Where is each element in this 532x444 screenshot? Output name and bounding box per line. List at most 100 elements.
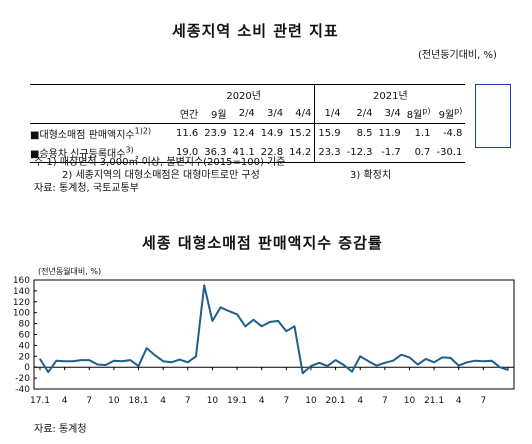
cell: 15.9 bbox=[314, 123, 344, 143]
y-tick-label: 160 bbox=[13, 276, 30, 286]
y-tick-label: 60 bbox=[19, 331, 31, 341]
x-tick-label: 18.1 bbox=[129, 396, 149, 406]
data-point bbox=[466, 361, 468, 364]
data-point bbox=[293, 325, 296, 328]
data-point bbox=[359, 355, 362, 358]
data-point bbox=[490, 359, 493, 362]
data-point bbox=[145, 347, 148, 349]
col-header: 2/4 bbox=[238, 108, 255, 119]
y-tick-label: 120 bbox=[13, 298, 30, 308]
series-line bbox=[39, 284, 509, 375]
cell: -1.7 bbox=[381, 147, 401, 158]
year-2020-header: 2020년 bbox=[226, 91, 261, 102]
data-point bbox=[384, 362, 386, 364]
chart-title: 세종 대형소매점 판매액지수 증감률 bbox=[142, 234, 383, 252]
data-point bbox=[498, 366, 501, 369]
data-point bbox=[178, 358, 181, 361]
data-point bbox=[113, 359, 115, 362]
col-header: 1/4 bbox=[314, 104, 344, 124]
data-point bbox=[474, 359, 476, 362]
row-label-cars: ■승용차 신규등록대수3) bbox=[30, 145, 134, 160]
x-tick-label: 10 bbox=[108, 396, 120, 406]
data-point bbox=[170, 361, 173, 364]
cell: 12.4 bbox=[232, 128, 255, 139]
col-header: 연간 bbox=[179, 110, 199, 121]
data-point bbox=[326, 365, 329, 367]
x-tick-label: 7 bbox=[382, 396, 388, 406]
cell: 36.3 bbox=[204, 147, 227, 158]
data-point bbox=[260, 325, 263, 328]
x-tick-label: 10 bbox=[207, 396, 219, 406]
x-tick-label: 10 bbox=[305, 396, 317, 406]
latest-column-highlight bbox=[475, 84, 511, 148]
col-header: 9월p) bbox=[438, 106, 463, 121]
table-source: 자료: 통계청, 국토교통부 bbox=[34, 183, 139, 194]
data-point bbox=[47, 371, 50, 373]
data-point bbox=[425, 358, 427, 360]
data-point bbox=[433, 361, 435, 364]
data-point bbox=[351, 370, 353, 373]
y-tick-label: 20 bbox=[19, 352, 31, 362]
data-point bbox=[244, 325, 247, 328]
data-point bbox=[162, 360, 164, 363]
table-title: 세종지역 소비 관련 지표 bbox=[172, 22, 339, 40]
data-point bbox=[342, 364, 345, 366]
table-unit: (전년동기대비, %) bbox=[418, 50, 497, 61]
data-point bbox=[195, 355, 197, 358]
col-header: 2/4 bbox=[356, 108, 373, 119]
data-point bbox=[318, 362, 320, 364]
cell: 11.6 bbox=[176, 128, 199, 139]
data-point bbox=[408, 356, 411, 359]
cell: 14.9 bbox=[260, 128, 284, 139]
data-point bbox=[88, 359, 91, 361]
table-note-3: 3) 확정치 bbox=[350, 170, 392, 181]
data-point bbox=[137, 365, 140, 367]
data-point bbox=[236, 313, 238, 316]
cell: 14.2 bbox=[289, 147, 312, 158]
x-tick-label: 4 bbox=[357, 396, 363, 406]
data-point bbox=[80, 359, 82, 361]
row-label-retail: ■대형소매점 판매액지수1)2) bbox=[30, 126, 152, 141]
x-tick-label: 4 bbox=[160, 396, 166, 406]
data-point bbox=[334, 359, 337, 361]
data-point bbox=[96, 363, 99, 366]
cell: -12.3 bbox=[346, 147, 373, 158]
y-tick-label: -20 bbox=[15, 374, 30, 384]
y-tick-label: 0 bbox=[24, 363, 30, 373]
x-tick-label: 7 bbox=[86, 396, 92, 406]
year-2021-header: 2021년 bbox=[314, 84, 466, 104]
cell: 23.3 bbox=[314, 143, 344, 163]
data-point bbox=[301, 372, 304, 374]
data-point bbox=[228, 310, 230, 312]
data-point bbox=[457, 364, 460, 367]
x-tick-label: 7 bbox=[185, 396, 191, 406]
x-tick-label: 4 bbox=[259, 396, 265, 406]
data-point bbox=[63, 360, 66, 363]
col-header: 8월p) bbox=[406, 106, 431, 121]
col-header: 3/4 bbox=[266, 108, 284, 119]
data-point bbox=[392, 359, 394, 362]
data-point bbox=[269, 321, 271, 323]
cell: 23.9 bbox=[204, 128, 227, 139]
cell: -30.1 bbox=[436, 147, 463, 158]
data-point bbox=[211, 320, 214, 322]
cell: 41.1 bbox=[232, 147, 255, 158]
cell: 0.7 bbox=[414, 147, 431, 158]
data-point bbox=[219, 306, 222, 309]
data-point bbox=[285, 330, 288, 333]
data-point bbox=[507, 369, 509, 371]
data-point bbox=[55, 359, 58, 362]
y-tick-label: 140 bbox=[13, 287, 30, 297]
plot-frame bbox=[33, 279, 515, 390]
x-tick-label: 17.1 bbox=[30, 396, 50, 406]
indicator-table: 2020년 2021년 연간 9월 2/4 3/4 4/4 1/4 2/4 3/… bbox=[30, 84, 466, 163]
cell: 15.2 bbox=[289, 128, 312, 139]
y-tick-label: 100 bbox=[13, 309, 30, 319]
data-point bbox=[252, 318, 255, 321]
data-point bbox=[449, 357, 452, 359]
data-point bbox=[104, 364, 107, 366]
cell: 1.1 bbox=[414, 128, 431, 139]
table-note-1: 주 1) 매장면적 3,000㎡ 이상, 불변지수(2015=100) 기준 bbox=[34, 157, 286, 168]
